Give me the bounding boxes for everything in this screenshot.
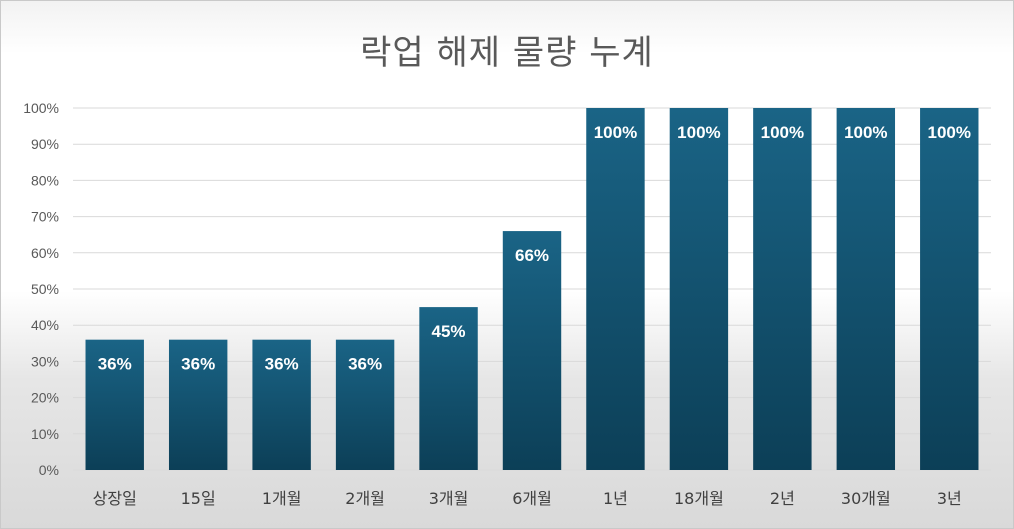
x-category-label: 상장일 (93, 489, 137, 508)
x-category-label: 6개월 (512, 489, 552, 508)
data-label: 36% (348, 355, 382, 374)
data-label: 100% (594, 123, 637, 142)
x-category-label: 30개월 (841, 489, 891, 508)
data-label: 100% (928, 123, 971, 142)
bar (85, 339, 144, 470)
y-tick-label: 40% (31, 317, 59, 333)
y-tick-label: 80% (31, 172, 59, 188)
data-labels: 36% 36% 36% 36% 45% 66% 100% 100% 100% 100% 100% (98, 123, 971, 374)
data-label: 100% (844, 123, 887, 142)
bar (419, 307, 478, 470)
data-label: 45% (432, 322, 466, 341)
y-tick-label: 0% (39, 462, 59, 478)
y-tick-label: 30% (31, 353, 59, 369)
x-category-label: 15일 (181, 489, 216, 508)
x-axis-categories: 상장일 15일 1개월 2개월 3개월 6개월 1년 18개월 2년 30개월 3년 (93, 489, 962, 508)
data-label: 36% (98, 355, 132, 374)
y-tick-label: 100% (23, 100, 59, 116)
x-category-label: 18개월 (674, 489, 724, 508)
y-tick-label: 90% (31, 136, 59, 152)
y-tick-label: 20% (31, 390, 59, 406)
x-category-label: 2년 (770, 489, 795, 508)
x-category-label: 3개월 (429, 489, 469, 508)
bar (669, 108, 729, 470)
data-label: 36% (181, 355, 215, 374)
bar (335, 339, 395, 470)
bar (836, 108, 896, 470)
y-tick-label: 70% (31, 209, 59, 225)
x-category-label: 1년 (603, 489, 628, 508)
y-tick-label: 60% (31, 245, 59, 261)
x-category-label: 2개월 (345, 489, 385, 508)
bar (753, 108, 812, 470)
y-axis-ticks: 0% 10% 20% 30% 40% 50% 60% 70% 80% 90% 100% (23, 100, 59, 478)
bar (252, 339, 311, 470)
bar (586, 108, 645, 470)
data-label: 36% (265, 355, 299, 374)
data-label: 66% (515, 246, 549, 265)
y-tick-label: 50% (31, 281, 59, 297)
data-label: 100% (761, 123, 804, 142)
bar (168, 339, 228, 470)
x-category-label: 1개월 (262, 489, 302, 508)
bar (920, 108, 979, 470)
y-tick-label: 10% (31, 426, 59, 442)
data-label: 100% (677, 123, 720, 142)
x-category-label: 3년 (937, 489, 962, 508)
bars (85, 108, 979, 470)
bar (502, 231, 562, 470)
chart-title: 락업 해제 물량 누계 (360, 33, 654, 73)
